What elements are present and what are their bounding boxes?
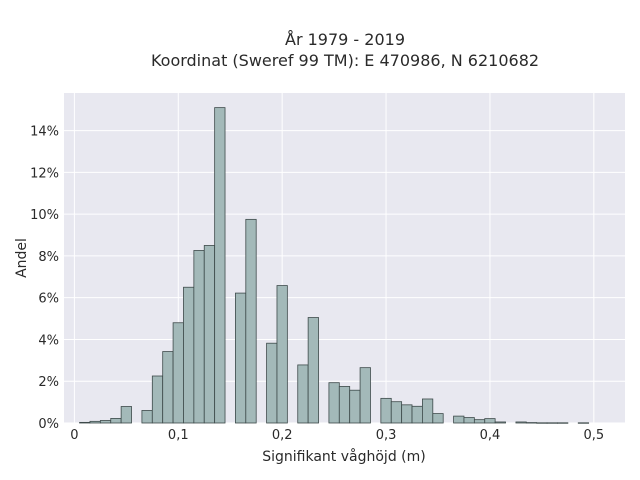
y-tick-label: 4% [38, 333, 59, 348]
histogram-bar [349, 389, 361, 424]
y-tick-labels: 0% 2% 4% 6% 8% 10% 12% 14% [30, 125, 59, 432]
histogram-bar [380, 397, 392, 424]
y-tick-label: 6% [38, 292, 59, 307]
histogram-bar [151, 375, 164, 424]
histogram-bar [297, 364, 309, 424]
histogram-bars [79, 107, 590, 424]
histogram-bar [432, 413, 444, 424]
y-tick-label: 8% [38, 250, 59, 265]
y-tick-label: 12% [30, 166, 59, 181]
histogram-bar [266, 342, 278, 424]
y-tick-label: 14% [30, 125, 59, 140]
histogram-bar [494, 421, 506, 424]
histogram-bar [183, 286, 195, 424]
x-axis-label: Signifikant våghöjd (m) [262, 448, 425, 465]
histogram-bar [401, 404, 413, 424]
histogram-bar [577, 422, 590, 424]
histogram-bar [536, 422, 548, 424]
histogram-bar [453, 415, 465, 424]
x-tick-label: 0,4 [480, 428, 501, 443]
histogram-bar [463, 417, 475, 424]
histogram-bar [328, 382, 340, 424]
histogram-bar [359, 367, 371, 424]
histogram-bar [235, 292, 247, 424]
x-tick-label: 0,1 [168, 428, 189, 443]
histogram-bar [99, 420, 112, 424]
histogram-bar [276, 285, 288, 424]
y-tick-label: 0% [38, 417, 59, 432]
grid-lines [64, 93, 625, 424]
y-axis-label: Andel [14, 238, 30, 278]
histogram-bar [525, 422, 538, 424]
chart-title-line1: År 1979 - 2019 [285, 30, 405, 49]
histogram-bar [515, 421, 527, 424]
histogram-bar [390, 401, 403, 424]
histogram-bar [411, 405, 423, 424]
histogram-bar [557, 422, 569, 424]
plot-area [64, 93, 625, 423]
histogram-bar [172, 322, 184, 424]
histogram-bar [245, 218, 257, 424]
y-tick-label: 2% [38, 375, 59, 390]
x-tick-label: 0,5 [583, 428, 604, 443]
histogram-bar [110, 418, 122, 424]
chart-title-line2: Koordinat (Sweref 99 TM): E 470986, N 62… [151, 51, 539, 70]
histogram-bar [473, 419, 486, 424]
histogram-bar [307, 317, 319, 424]
histogram-bar [484, 418, 496, 424]
histogram-bar [422, 398, 434, 424]
x-tick-label: 0,2 [272, 428, 293, 443]
histogram-bar [203, 245, 216, 424]
y-tick-label: 10% [30, 208, 59, 223]
histogram-bar [162, 351, 174, 424]
histogram-bar [214, 107, 226, 424]
histogram-bar [79, 421, 91, 424]
x-tick-label: 0 [70, 428, 78, 443]
histogram-bar [338, 386, 351, 424]
histogram-bar [546, 422, 558, 424]
x-tick-labels: 0 0,1 0,2 0,3 0,4 0,5 [70, 428, 604, 443]
x-tick-label: 0,3 [376, 428, 397, 443]
histogram-bar [89, 420, 101, 424]
histogram-bar [120, 406, 132, 424]
histogram-bar [193, 250, 205, 424]
histogram-bar [141, 410, 153, 424]
